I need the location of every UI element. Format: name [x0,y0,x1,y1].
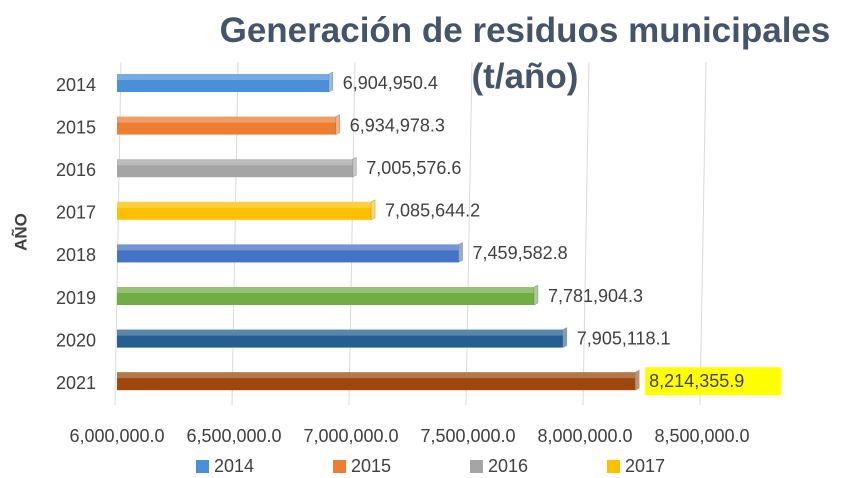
bar-cap [533,284,539,306]
legend-label: 2014 [214,456,254,476]
y-tick-label: 2016 [56,160,96,180]
bar-shine [117,159,353,166]
bar [117,116,336,135]
legend-label: 2016 [488,456,528,476]
grid-line [465,61,473,406]
bar-shine [117,372,636,379]
data-label: 7,085,644.2 [385,201,480,221]
bar-shine [117,74,329,80]
x-tick-label: 7,000,000.0 [303,426,398,446]
y-tick-label: 2020 [56,330,96,350]
bar-cap [634,369,640,391]
y-tick-label: 2017 [56,203,96,223]
legend-label: 2017 [625,456,665,476]
bar [117,329,563,348]
grid-line [231,61,239,406]
x-tick-label: 8,500,000.0 [654,426,749,446]
data-label: 7,459,582.8 [473,243,568,263]
data-label: 8,214,355.9 [649,371,744,391]
y-tick-label: 2015 [56,117,96,137]
bar-shine [117,244,459,251]
bar-cap [562,327,567,348]
legend-swatch [196,460,209,473]
bar-shine [117,329,563,336]
y-axis-label: AÑO [10,213,30,251]
x-tick-label: 7,500,000.0 [420,426,515,446]
grid-line [582,61,590,406]
bar [117,74,329,92]
bar-cap [458,242,463,263]
x-tick-label: 6,000,000.0 [69,426,164,446]
y-tick-label: 2021 [56,373,96,393]
legend-swatch [607,460,620,473]
data-label: 7,905,118.1 [577,328,671,348]
bar-shine [117,201,372,208]
x-tick-label: 8,000,000.0 [537,426,632,446]
bar-shine [117,287,534,293]
data-label: 6,934,978.3 [350,115,445,135]
y-tick-label: 2018 [56,245,96,265]
bar-cap [328,71,333,93]
bar [117,287,534,305]
bar [117,201,372,220]
bar-cap [335,114,340,135]
label-highlight [645,367,782,396]
data-label: 7,781,904.3 [548,286,643,306]
legend-swatch [470,460,483,473]
chart-title: Generación de residuos municipales (t/añ… [219,11,831,96]
bar-shine [117,116,336,123]
bar [117,159,353,178]
legend-label: 2015 [351,456,391,476]
y-tick-label: 2019 [56,288,96,308]
bar [117,244,459,263]
x-tick-label: 6,500,000.0 [186,426,281,446]
legend-swatch [333,460,346,473]
y-tick-label: 2014 [56,75,96,95]
data-label: 6,904,950.4 [343,73,438,93]
grid-line [114,61,122,406]
grid-line [348,61,356,406]
bar-cap [370,199,376,221]
bar-cap [352,156,357,178]
grid-line [699,61,707,406]
bar [117,372,636,391]
data-label: 7,005,576.6 [366,158,461,178]
